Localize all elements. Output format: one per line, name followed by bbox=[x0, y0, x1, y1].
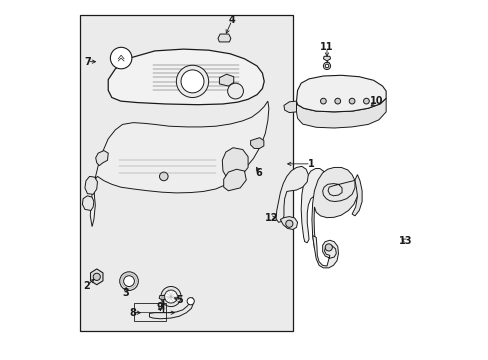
Polygon shape bbox=[276, 166, 308, 222]
Text: 13: 13 bbox=[398, 236, 412, 246]
Polygon shape bbox=[223, 169, 246, 191]
Circle shape bbox=[285, 220, 292, 227]
Polygon shape bbox=[159, 296, 166, 300]
Polygon shape bbox=[351, 175, 362, 216]
Circle shape bbox=[227, 83, 243, 99]
Text: 12: 12 bbox=[264, 213, 278, 222]
Circle shape bbox=[123, 276, 134, 287]
Polygon shape bbox=[96, 150, 108, 166]
Text: 7: 7 bbox=[84, 57, 91, 67]
Circle shape bbox=[110, 47, 132, 69]
Circle shape bbox=[161, 287, 181, 307]
Circle shape bbox=[325, 64, 328, 68]
Circle shape bbox=[176, 65, 208, 98]
Bar bbox=[134, 303, 165, 320]
Circle shape bbox=[325, 244, 332, 251]
Circle shape bbox=[320, 98, 325, 104]
Circle shape bbox=[93, 273, 100, 280]
Text: 1: 1 bbox=[307, 159, 314, 169]
Polygon shape bbox=[90, 269, 103, 285]
Text: 8: 8 bbox=[129, 308, 136, 318]
Circle shape bbox=[120, 272, 138, 291]
Bar bbox=[80, 15, 292, 330]
Circle shape bbox=[164, 290, 177, 303]
Polygon shape bbox=[108, 49, 264, 105]
Polygon shape bbox=[218, 34, 230, 42]
Polygon shape bbox=[85, 176, 97, 194]
Circle shape bbox=[159, 172, 168, 181]
Circle shape bbox=[187, 298, 194, 305]
Polygon shape bbox=[250, 138, 264, 148]
Circle shape bbox=[181, 70, 203, 93]
Polygon shape bbox=[149, 298, 193, 319]
Text: 11: 11 bbox=[320, 42, 333, 52]
Polygon shape bbox=[222, 148, 247, 180]
Polygon shape bbox=[90, 101, 268, 226]
Polygon shape bbox=[296, 75, 386, 112]
Text: 5: 5 bbox=[176, 295, 183, 305]
Circle shape bbox=[363, 98, 368, 104]
Polygon shape bbox=[284, 101, 296, 113]
Text: 10: 10 bbox=[370, 96, 383, 106]
Circle shape bbox=[334, 98, 340, 104]
Circle shape bbox=[323, 62, 330, 69]
Polygon shape bbox=[219, 74, 233, 86]
Polygon shape bbox=[312, 235, 338, 268]
Polygon shape bbox=[311, 167, 358, 249]
Polygon shape bbox=[82, 196, 94, 211]
Text: 4: 4 bbox=[228, 15, 235, 26]
Polygon shape bbox=[280, 217, 297, 229]
Text: 6: 6 bbox=[255, 168, 262, 178]
Polygon shape bbox=[301, 168, 325, 243]
Circle shape bbox=[348, 98, 354, 104]
Text: 3: 3 bbox=[122, 288, 129, 298]
Polygon shape bbox=[296, 98, 386, 128]
Text: 2: 2 bbox=[83, 281, 90, 291]
Text: 9: 9 bbox=[157, 302, 163, 312]
Polygon shape bbox=[323, 56, 330, 61]
